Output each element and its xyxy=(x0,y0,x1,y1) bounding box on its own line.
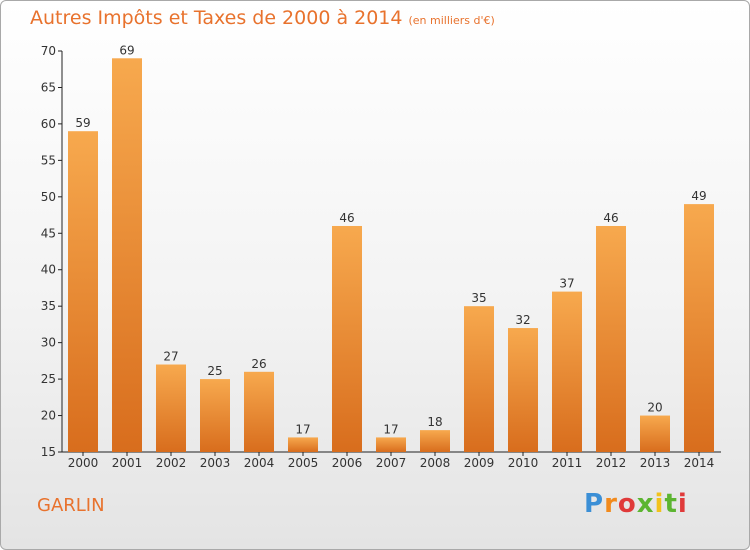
data-label-2005: 17 xyxy=(295,422,310,436)
x-tick-label-2001: 2001 xyxy=(112,456,143,470)
bar-2010 xyxy=(508,328,538,452)
y-tick-label: 25 xyxy=(41,372,56,386)
x-tick-label-2000: 2000 xyxy=(68,456,99,470)
y-tick-label: 15 xyxy=(41,445,56,459)
bar-2002 xyxy=(156,364,186,452)
bar-2014 xyxy=(684,204,714,452)
y-axis: 15 20 25 30 35 40 45 50 55 60 65 70 xyxy=(41,44,63,459)
data-label-2010: 32 xyxy=(515,313,530,327)
bars xyxy=(68,58,714,453)
x-tick-label-2007: 2007 xyxy=(376,456,407,470)
data-label-2012: 46 xyxy=(603,211,618,225)
data-label-2001: 69 xyxy=(119,43,134,57)
bar-2004 xyxy=(244,371,274,452)
x-tick-label-2010: 2010 xyxy=(508,456,539,470)
data-label-2006: 46 xyxy=(339,211,354,225)
x-tick-label-2011: 2011 xyxy=(552,456,583,470)
x-tick-label-2009: 2009 xyxy=(464,456,495,470)
x-tick-label-2013: 2013 xyxy=(640,456,671,470)
data-label-2011: 37 xyxy=(559,277,574,291)
chart-title: Autres Impôts et Taxes de 2000 à 2014 (en… xyxy=(30,7,495,29)
commune-name: GARLIN xyxy=(37,495,105,516)
y-tick-label: 70 xyxy=(41,44,56,58)
x-tick-label-2014: 2014 xyxy=(684,456,715,470)
bar-2005 xyxy=(288,437,318,452)
x-tick-label-2005: 2005 xyxy=(288,456,319,470)
data-label-2014: 49 xyxy=(691,189,706,203)
x-tick-label-2008: 2008 xyxy=(420,456,451,470)
x-axis: 2000 2001 2002 2003 2004 2005 2006 2007 2008 2009… xyxy=(62,451,721,470)
bar-2012 xyxy=(596,225,626,452)
data-label-2004: 26 xyxy=(251,357,266,371)
y-tick-label: 65 xyxy=(41,80,56,94)
bar-2009 xyxy=(464,306,494,452)
data-label-2007: 17 xyxy=(383,422,398,436)
chart-title-text: Autres Impôts et Taxes de 2000 à 2014 xyxy=(30,7,403,29)
y-tick-label: 50 xyxy=(41,190,56,204)
y-tick-label: 30 xyxy=(41,336,56,350)
y-tick-label: 40 xyxy=(41,263,56,277)
data-label-2002: 27 xyxy=(163,350,178,364)
bar-2006 xyxy=(332,225,362,452)
bar-2013 xyxy=(640,415,670,452)
bar-2003 xyxy=(200,379,230,452)
x-tick-label-2002: 2002 xyxy=(156,456,187,470)
y-tick-label: 20 xyxy=(41,409,56,423)
chart-subtitle: (en milliers d'€) xyxy=(408,14,495,27)
data-label-2000: 59 xyxy=(75,116,90,130)
y-tick-label: 60 xyxy=(41,117,56,131)
bar-2007 xyxy=(376,437,406,452)
x-tick-label-2012: 2012 xyxy=(596,456,627,470)
x-tick-label-2006: 2006 xyxy=(332,456,363,470)
y-tick-label: 45 xyxy=(41,226,56,240)
bar-2011 xyxy=(552,291,582,452)
y-tick-label: 55 xyxy=(41,153,56,167)
proxiti-logo: Proxiti xyxy=(584,489,688,519)
x-tick-label-2003: 2003 xyxy=(200,456,231,470)
data-label-2009: 35 xyxy=(471,291,486,305)
x-tick-label-2004: 2004 xyxy=(244,456,275,470)
bar-2008 xyxy=(420,430,450,452)
y-tick-label: 35 xyxy=(41,299,56,313)
data-label-2003: 25 xyxy=(207,364,222,378)
bar-2001 xyxy=(112,58,142,453)
data-label-2008: 18 xyxy=(427,415,442,429)
data-labels: 59 69 27 25 26 17 46 17 18 35 32 37 46 20 49 xyxy=(75,43,706,436)
bar-2000 xyxy=(68,131,98,452)
data-label-2013: 20 xyxy=(647,401,662,415)
